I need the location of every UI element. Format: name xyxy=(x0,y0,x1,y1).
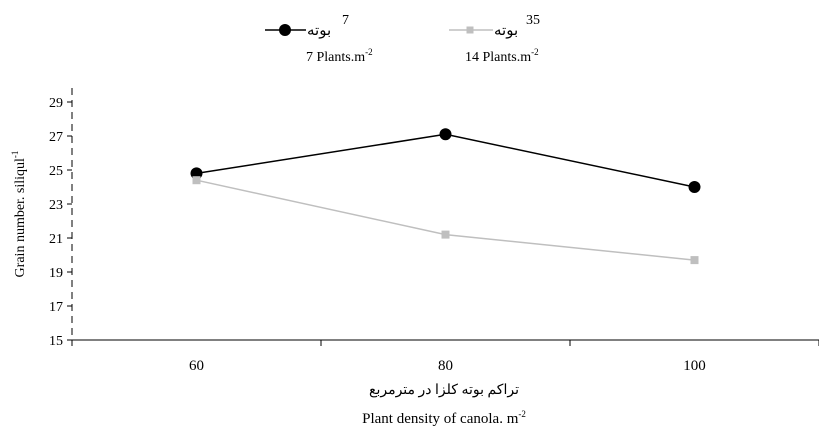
x-axis-title: Plant density of canola. m-2 xyxy=(362,409,526,427)
legend-label-series-1-fa: بوته xyxy=(307,23,331,39)
legend-label-series-1-num: 7 xyxy=(342,13,349,28)
y-tick-label-25: 25 xyxy=(49,164,63,179)
legend-label-series-2-en-sup: -2 xyxy=(531,47,539,57)
legend-entry-series-2: بوته 35 14 Plants.m-2 xyxy=(449,13,540,65)
legend-label-series-2-num: 35 xyxy=(526,13,540,28)
legend-marker-series-1 xyxy=(279,24,291,36)
x-tick-label-60: 60 xyxy=(189,358,204,374)
y-axis-title-sup: -1 xyxy=(10,151,20,159)
series-1-line xyxy=(196,133,695,188)
series-2-point-80 xyxy=(441,230,450,239)
y-tick-label-15: 15 xyxy=(49,334,63,349)
y-axis-title: Grain number. siliqul-1 xyxy=(10,151,28,278)
series-2-point-60 xyxy=(192,176,201,185)
x-tick-label-80: 80 xyxy=(438,358,453,374)
legend-label-series-1-en-sup: -2 xyxy=(365,47,373,57)
x-tick-label-100: 100 xyxy=(683,358,706,374)
y-tick-label-17: 17 xyxy=(49,300,63,315)
legend: بوته 7 7 Plants.m-2 بوته 35 14 Plants.m-… xyxy=(265,13,540,65)
legend-label-series-2-fa: بوته xyxy=(494,23,518,39)
y-tick-label-19: 19 xyxy=(49,266,63,281)
y-ticks: 15 17 19 21 23 25 27 29 xyxy=(49,96,72,349)
series-1-point-80 xyxy=(439,128,452,141)
y-axis-title-text: Grain number. siliqul xyxy=(13,158,28,277)
x-axis-title-sup: -2 xyxy=(518,409,526,419)
x-axis-title-text: Plant density of canola. m xyxy=(362,411,519,427)
legend-label-series-1-en-text: 7 Plants.m xyxy=(306,50,365,65)
legend-label-series-2-en: 14 Plants.m-2 xyxy=(465,47,539,65)
y-tick-label-27: 27 xyxy=(49,130,63,145)
legend-label-series-2-en-text: 14 Plants.m xyxy=(465,50,531,65)
y-tick-label-23: 23 xyxy=(49,198,63,213)
series-2-line xyxy=(196,179,695,261)
series-2-point-100 xyxy=(690,256,699,265)
series-1-point-100 xyxy=(688,181,701,193)
x-axis-title-fa: تراکم بوته کلزا در مترمربع xyxy=(369,383,519,398)
legend-marker-series-2 xyxy=(466,26,474,34)
legend-label-series-1-en: 7 Plants.m-2 xyxy=(306,47,373,65)
y-tick-label-21: 21 xyxy=(49,232,63,247)
x-ticks: 60 80 100 xyxy=(71,340,819,374)
legend-entry-series-1: بوته 7 7 Plants.m-2 xyxy=(265,13,373,65)
y-tick-label-29: 29 xyxy=(49,96,63,111)
plot-series xyxy=(190,128,701,265)
